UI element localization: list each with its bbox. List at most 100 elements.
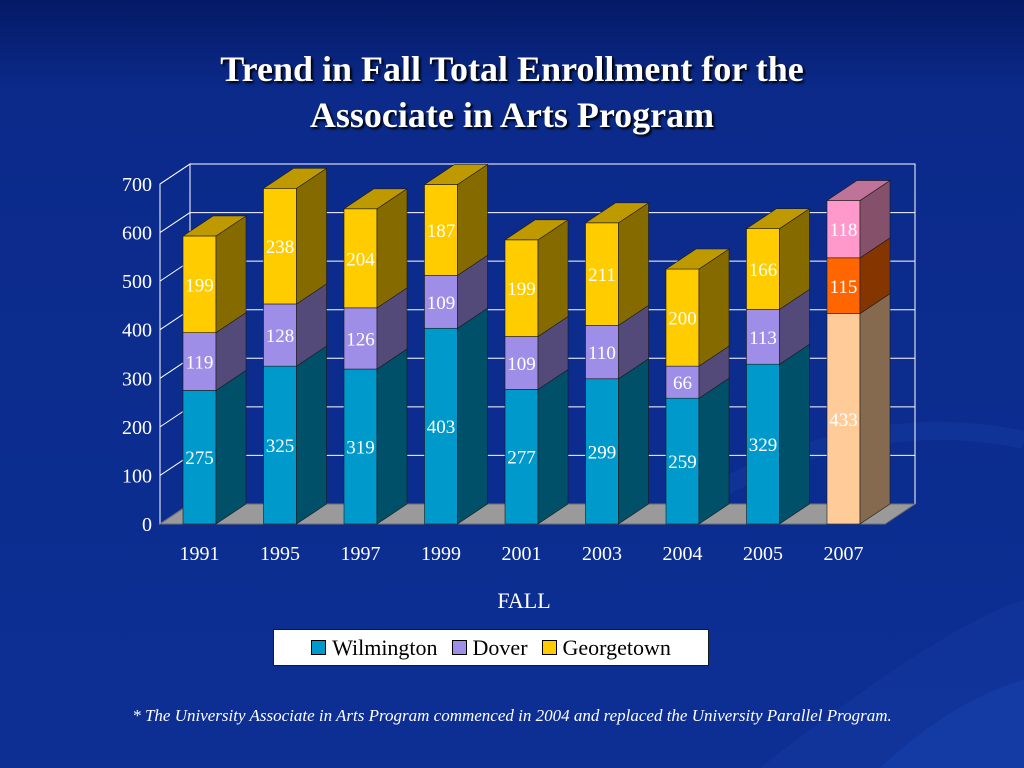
bar-side-wilmington-2003 <box>618 358 649 525</box>
chart-legend: Wilmington Dover Georgetown <box>273 629 709 666</box>
bar-dover-2007 <box>826 257 861 314</box>
bar-top-2005 <box>745 208 811 229</box>
data-label-wilmington-2007: 433 <box>829 410 858 431</box>
x-tick-label-2003: 2003 <box>582 543 622 565</box>
chart-title: Trend in Fall Total Enrollment for the A… <box>0 46 1024 138</box>
bar-top-1991 <box>182 215 247 237</box>
bar-side-georgetown-1995 <box>296 167 327 305</box>
data-label-dover-1995: 128 <box>266 326 295 347</box>
bar-top-2003 <box>584 202 650 224</box>
bar-georgetown-1999 <box>424 184 458 276</box>
data-label-georgetown-2001: 199 <box>507 279 536 300</box>
data-label-dover-1997: 126 <box>346 329 375 350</box>
bar-dover-1997 <box>343 307 378 370</box>
data-label-georgetown-2004: 200 <box>668 309 697 330</box>
data-label-dover-1999: 109 <box>427 293 456 314</box>
bar-top-1999 <box>423 164 489 185</box>
legend-swatch-dover <box>451 640 467 655</box>
bar-wilmington-2001 <box>504 389 539 525</box>
y-tick-label: 0 <box>142 514 152 536</box>
bar-wilmington-1997 <box>343 368 378 525</box>
bar-side-wilmington-1997 <box>376 348 408 525</box>
bar-top-2004 <box>665 248 730 270</box>
enrollment-bar-chart: 0 100 200 300 400 500 600 700 275 119 199 1991 325 12… <box>122 163 917 613</box>
data-label-georgetown-2007: 118 <box>830 220 858 241</box>
x-tick-label-1995: 1995 <box>260 543 300 565</box>
data-label-georgetown-1991: 199 <box>185 275 214 296</box>
x-tick-label-2005: 2005 <box>743 543 783 565</box>
bar-wilmington-1995 <box>263 365 297 525</box>
y-tick-label: 400 <box>122 320 152 342</box>
bar-georgetown-2001 <box>504 239 539 337</box>
data-label-wilmington-2004: 259 <box>668 452 697 473</box>
legend-label-dover: Dover <box>472 634 528 660</box>
chart-title-line: Associate in Arts Program <box>309 95 715 135</box>
bar-wilmington-1999 <box>424 327 458 525</box>
x-tick-label-2007: 2007 <box>824 543 864 565</box>
bar-side-wilmington-2001 <box>537 368 569 525</box>
data-label-wilmington-2005: 329 <box>749 435 778 456</box>
bar-georgetown-2003 <box>585 222 619 326</box>
bar-top-1995 <box>262 168 328 189</box>
bar-georgetown-1997 <box>343 208 378 309</box>
footnote: * The University Associate in Arts Progr… <box>132 706 892 725</box>
bar-side-wilmington-2005 <box>779 343 810 525</box>
bar-side-georgetown-2003 <box>618 202 649 326</box>
x-axis-label: FALL <box>497 588 550 613</box>
data-label-wilmington-1995: 325 <box>266 436 295 457</box>
data-label-dover-2001: 109 <box>507 354 536 375</box>
bar-georgetown-1995 <box>263 188 297 305</box>
bar-side-wilmington-2007 <box>859 293 891 525</box>
gridline-side <box>159 212 191 233</box>
data-label-dover-2005: 113 <box>749 328 777 349</box>
legend-label-georgetown: Georgetown <box>562 634 671 660</box>
x-tick-label-2004: 2004 <box>663 543 703 565</box>
data-label-georgetown-1995: 238 <box>266 237 295 258</box>
bar-side-wilmington-2004 <box>698 377 730 525</box>
bar-side-georgetown-2004 <box>698 248 730 367</box>
data-label-georgetown-2005: 166 <box>749 260 778 281</box>
legend-swatch-georgetown <box>541 640 557 655</box>
x-tick-label-1999: 1999 <box>421 543 461 565</box>
legend-item-dover: Dover <box>451 634 528 661</box>
data-label-dover-2004: 66 <box>673 373 692 394</box>
y-tick-label: 300 <box>122 368 152 390</box>
data-label-dover-1991: 119 <box>186 353 214 374</box>
bar-georgetown-2004 <box>665 268 700 367</box>
bar-wilmington-2003 <box>585 378 619 525</box>
y-tick-label: 100 <box>122 465 152 487</box>
data-label-wilmington-1997: 319 <box>346 438 375 459</box>
data-label-dover-2003: 110 <box>588 343 616 364</box>
data-label-georgetown-1997: 204 <box>346 249 375 270</box>
bar-dover-2003 <box>585 325 619 380</box>
y-tick-label: 600 <box>122 223 152 245</box>
bar-side-wilmington-1991 <box>215 369 247 525</box>
bar-wilmington-2005 <box>746 363 780 525</box>
bar-side-georgetown-1997 <box>376 188 408 309</box>
data-label-wilmington-2003: 299 <box>588 442 617 463</box>
bar-top-2001 <box>504 219 569 241</box>
data-label-wilmington-1999: 403 <box>427 417 456 438</box>
bar-side-wilmington-1995 <box>296 345 327 525</box>
bar-side-georgetown-1991 <box>215 215 247 334</box>
x-tick-label-1997: 1997 <box>341 543 381 565</box>
y-tick-label: 500 <box>122 271 152 293</box>
bar-wilmington-2007 <box>826 313 861 525</box>
legend-item-wilmington: Wilmington <box>311 634 438 661</box>
bar-top-2007 <box>826 180 891 201</box>
bar-dover-1995 <box>263 303 297 367</box>
legend-label-wilmington: Wilmington <box>332 634 438 660</box>
legend-swatch-wilmington <box>311 640 327 655</box>
chart-title-line: Trend in Fall Total Enrollment for the <box>220 49 804 89</box>
data-label-dover-2007: 115 <box>830 277 858 298</box>
x-tick-label-1991: 1991 <box>180 543 220 565</box>
bar-dover-1999 <box>424 275 458 329</box>
data-label-wilmington-2001: 277 <box>507 448 536 469</box>
bar-georgetown-2005 <box>746 228 780 310</box>
legend-item-georgetown: Georgetown <box>541 634 671 661</box>
x-tick-label-2001: 2001 <box>502 543 542 565</box>
gridline-side <box>159 163 191 185</box>
bar-top-1997 <box>343 188 408 210</box>
y-tick-label: 700 <box>122 174 152 196</box>
data-label-georgetown-2003: 211 <box>588 265 616 286</box>
